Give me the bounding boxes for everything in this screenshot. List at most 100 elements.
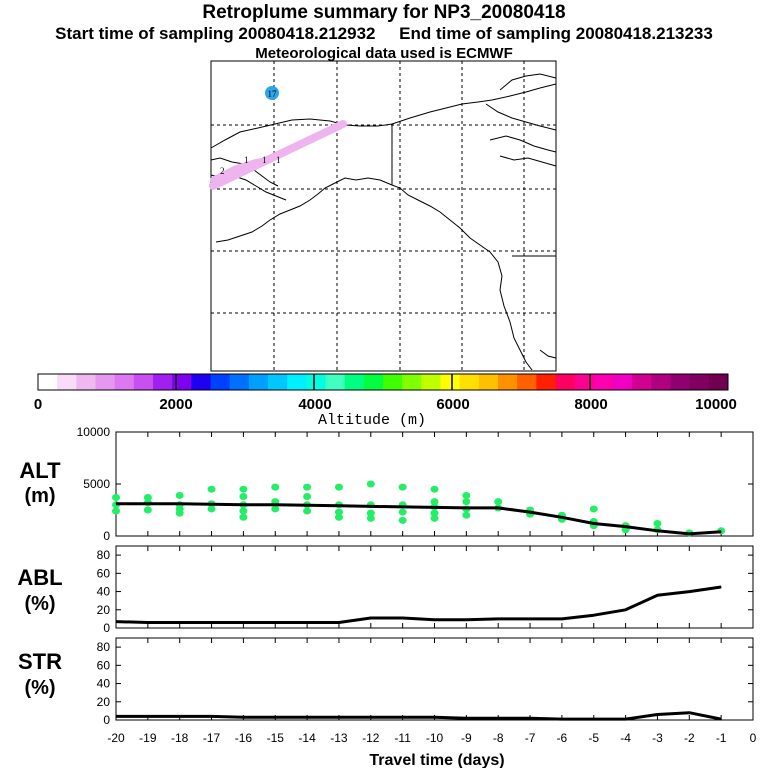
series-point [179, 715, 181, 717]
series-point [306, 622, 308, 624]
x-tick-label: -5 [588, 731, 599, 745]
x-tick-label: -16 [235, 731, 253, 745]
scatter-point [430, 514, 439, 522]
scatter-point [271, 505, 280, 513]
x-tick-label: 0 [750, 731, 757, 745]
series-line [116, 502, 722, 536]
chart-title: Retroplume summary for NP3_20080418 [202, 2, 566, 23]
colorbar-swatch [383, 374, 403, 390]
colorbar-swatch [57, 374, 77, 390]
series-line [116, 711, 722, 721]
colorbar-swatch [248, 374, 269, 390]
series-point [529, 511, 531, 513]
series-point [338, 505, 340, 507]
scatter-point [303, 483, 312, 491]
series-point [338, 716, 340, 718]
x-tick-label: -9 [461, 731, 472, 745]
x-tick-label: -11 [394, 731, 411, 745]
y-tick-label: 40 [97, 585, 111, 599]
series-point [147, 715, 149, 717]
abl-panel-frame [115, 545, 754, 629]
series-point [370, 617, 372, 619]
series-point [115, 715, 117, 717]
x-tick-label: -2 [684, 731, 695, 745]
x-tick-label: -17 [203, 731, 221, 745]
colorbar-swatch [574, 374, 595, 390]
series-point [561, 718, 563, 720]
scatter-point [207, 485, 216, 493]
y-tick-label: 10000 [77, 425, 111, 439]
colorbar-swatch [172, 374, 192, 390]
colorbar-swatch [114, 374, 135, 390]
scatter-point [143, 506, 152, 514]
str-panel-label: STR [18, 649, 62, 674]
x-tick-label: -1 [716, 731, 727, 745]
scatter-point [303, 507, 312, 515]
series-point [274, 716, 276, 718]
x-tick-label: -13 [330, 731, 348, 745]
start-time-label: Start time of sampling 20080418.212932 [55, 24, 376, 43]
scatter-point [207, 505, 216, 513]
y-tick-label: 0 [103, 713, 110, 727]
x-tick-label: -20 [107, 731, 125, 745]
scatter-point [398, 483, 407, 491]
series-point [179, 503, 181, 505]
series-point [306, 716, 308, 718]
series-point [338, 622, 340, 624]
colorbar-swatch [306, 374, 326, 390]
colorbar-swatch [268, 374, 288, 390]
series-point [625, 718, 627, 720]
colorbar-swatch [210, 374, 231, 390]
scatter-point [366, 514, 375, 522]
panel-abl: 0 20 40 60 80 [97, 546, 754, 635]
series-point [656, 530, 658, 532]
map-frame [210, 60, 557, 372]
scatter-point [239, 492, 248, 500]
series-point [147, 503, 149, 505]
x-tick-label: -15 [267, 731, 285, 745]
series-point [529, 618, 531, 620]
day-label: 2 [220, 166, 225, 176]
str-panel-unit: (%) [24, 677, 55, 699]
series-point [497, 717, 499, 719]
colorbar-swatch [153, 374, 173, 390]
scatter-point [303, 492, 312, 500]
scatter-point [175, 491, 184, 499]
y-tick-label: 40 [97, 677, 111, 691]
x-axis-label: Travel time (days) [369, 752, 504, 768]
series-point [688, 712, 690, 714]
x-tick-label: -6 [557, 731, 568, 745]
day-label: 1 [276, 155, 281, 165]
series-point [115, 503, 117, 505]
scatter-point [430, 485, 439, 493]
series-point [593, 614, 595, 616]
scatter-point [239, 513, 248, 521]
panel-frames [115, 431, 754, 721]
abl-panel-label: ABL [17, 565, 62, 590]
colorbar-tick-label: 8000 [574, 396, 607, 413]
colorbar-swatch [536, 374, 556, 390]
colorbar-swatch [95, 374, 116, 390]
scatter-point [398, 516, 407, 524]
x-tick-label: -12 [362, 731, 380, 745]
scatter-point [494, 498, 503, 506]
colorbar-swatch [287, 374, 307, 390]
series-point [402, 506, 404, 508]
end-time-label: End time of sampling 20080418.213233 [399, 24, 713, 43]
series-point [656, 714, 658, 716]
colorbar-swatch [708, 374, 729, 390]
release-marker [265, 86, 279, 100]
series-point [211, 503, 213, 505]
colorbar-tick-label: 6000 [436, 396, 469, 413]
scatter-point [462, 491, 471, 499]
x-tick-label: -7 [525, 731, 536, 745]
series-point [625, 526, 627, 528]
series-point [434, 619, 435, 621]
colorbar-swatch [689, 374, 710, 390]
series-point [274, 504, 276, 506]
series-point [370, 716, 372, 718]
series-point [529, 717, 531, 719]
scatter-point [112, 494, 120, 502]
colorbar-tick-label: 2000 [159, 396, 192, 413]
colorbar-swatch [38, 374, 58, 390]
